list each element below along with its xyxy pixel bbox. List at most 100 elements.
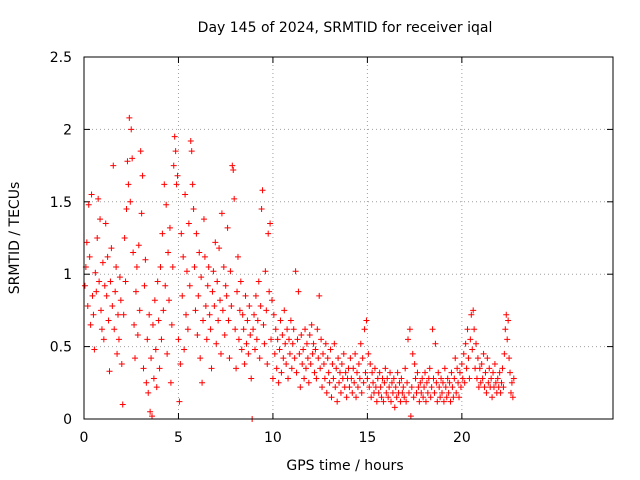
data-point <box>464 326 471 333</box>
data-point <box>382 365 389 372</box>
data-point <box>170 162 177 169</box>
data-point <box>449 384 456 391</box>
x-tick-label: 0 <box>80 430 89 446</box>
data-point <box>497 389 504 396</box>
data-point <box>281 307 288 314</box>
data-point <box>356 375 363 382</box>
data-point <box>389 389 396 396</box>
data-point <box>115 336 122 343</box>
data-point <box>269 375 276 382</box>
data-point <box>118 360 125 367</box>
data-point <box>278 369 285 376</box>
data-point <box>164 350 171 357</box>
data-point <box>485 379 492 386</box>
data-point <box>184 326 191 333</box>
data-point <box>142 256 149 263</box>
data-point <box>453 389 460 396</box>
data-point <box>401 394 408 401</box>
data-point <box>308 321 315 328</box>
data-point <box>144 336 151 343</box>
data-point <box>365 350 372 357</box>
data-point <box>263 307 270 314</box>
data-point <box>175 336 182 343</box>
data-point <box>448 369 455 376</box>
data-point <box>417 379 424 386</box>
data-point <box>324 355 331 362</box>
data-point <box>432 340 439 347</box>
data-point <box>319 384 326 391</box>
data-point <box>384 375 391 382</box>
data-point <box>200 216 207 223</box>
data-point <box>498 379 505 386</box>
data-point <box>424 389 431 396</box>
data-point <box>117 297 124 304</box>
y-tick-label: 1 <box>63 267 72 283</box>
data-point <box>455 379 462 386</box>
data-point <box>126 114 133 121</box>
data-point <box>368 394 375 401</box>
data-point <box>427 394 434 401</box>
data-point <box>138 210 145 217</box>
data-point <box>112 288 119 295</box>
chart-title: Day 145 of 2024, SRMTID for receiver iqa… <box>198 20 493 36</box>
data-point <box>239 311 246 318</box>
data-point <box>89 292 96 299</box>
data-point <box>197 355 204 362</box>
data-point <box>280 355 287 362</box>
data-point <box>423 379 430 386</box>
data-point <box>490 369 497 376</box>
data-point <box>473 375 480 382</box>
data-point <box>110 162 117 169</box>
data-point <box>500 384 507 391</box>
data-point <box>200 317 207 324</box>
data-point <box>312 346 319 353</box>
data-point <box>431 389 438 396</box>
data-point <box>98 326 105 333</box>
data-point <box>243 340 250 347</box>
data-point <box>349 389 356 396</box>
data-point <box>109 303 116 310</box>
data-point <box>242 292 249 299</box>
data-point <box>229 162 236 169</box>
data-point <box>96 278 103 285</box>
data-point <box>283 360 290 367</box>
data-point <box>87 321 94 328</box>
data-point <box>214 278 221 285</box>
data-point <box>105 317 112 324</box>
data-point <box>169 263 176 270</box>
data-point <box>354 384 361 391</box>
data-point <box>240 326 247 333</box>
data-point <box>380 398 387 405</box>
data-point <box>392 384 399 391</box>
data-point <box>299 360 306 367</box>
data-point <box>364 375 371 382</box>
data-point <box>331 340 338 347</box>
data-point <box>409 350 416 357</box>
data-point <box>98 307 105 314</box>
data-point <box>508 379 515 386</box>
data-point <box>440 398 447 405</box>
data-point <box>327 346 334 353</box>
data-point <box>430 375 437 382</box>
data-point <box>132 355 139 362</box>
data-point <box>436 384 443 391</box>
data-point <box>133 263 140 270</box>
data-point <box>337 389 344 396</box>
data-point <box>182 191 189 198</box>
data-point <box>213 340 220 347</box>
data-point <box>348 375 355 382</box>
data-point <box>465 355 472 362</box>
data-point <box>173 181 180 188</box>
data-point <box>386 384 393 391</box>
data-point <box>226 355 233 362</box>
data-point <box>315 355 322 362</box>
data-point <box>291 355 298 362</box>
data-point <box>198 274 205 281</box>
data-point <box>250 326 257 333</box>
data-point <box>234 288 241 295</box>
data-point <box>319 350 326 357</box>
data-point <box>332 384 339 391</box>
data-point <box>290 326 297 333</box>
data-point <box>456 394 463 401</box>
